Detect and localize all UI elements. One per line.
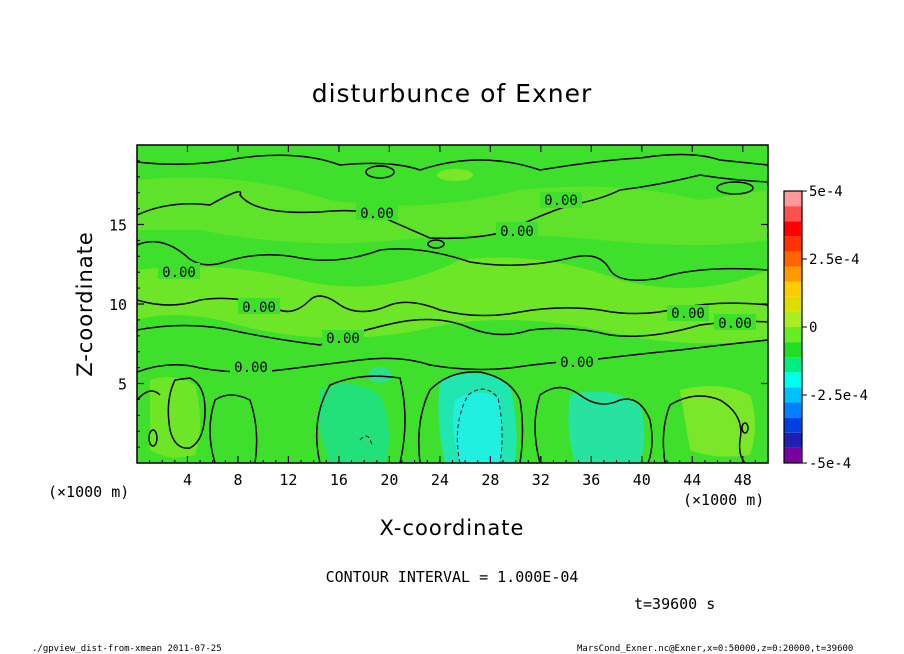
colorbar-label: -5e-4 <box>809 456 851 472</box>
colorbar-swatch <box>784 236 802 252</box>
contour-label: 0.00 <box>560 355 594 371</box>
x-tick-label: 8 <box>233 471 242 489</box>
colorbar-swatch <box>784 221 802 237</box>
x-tick-label: 44 <box>683 471 701 489</box>
y-tick-label: 5 <box>118 376 127 394</box>
colorbar-swatch <box>784 447 802 463</box>
contour-label: 0.00 <box>671 306 705 322</box>
chart-title: disturbunce of Exner <box>312 79 593 108</box>
contour-label: 0.00 <box>360 206 394 222</box>
colorbar-swatch <box>784 311 802 327</box>
x-tick-label: 20 <box>380 471 398 489</box>
contour-label: 0.00 <box>500 224 534 240</box>
x-tick-label: 28 <box>481 471 499 489</box>
colorbar-label: 5e-4 <box>809 184 843 200</box>
colorbar-swatch <box>784 357 802 373</box>
colorbar-label: 2.5e-4 <box>809 252 860 268</box>
colorbar-swatch <box>784 206 802 222</box>
x-axis-label: X-coordinate <box>380 516 525 540</box>
x-tick-label: 40 <box>633 471 651 489</box>
x-tick-label: 16 <box>330 471 348 489</box>
contour-interval-text: CONTOUR INTERVAL = 1.000E-04 <box>326 568 579 586</box>
x-tick-label: 32 <box>532 471 550 489</box>
contour-label: 0.00 <box>162 265 196 281</box>
y-tick-label: 15 <box>109 217 127 235</box>
colorbar-label: 0 <box>809 320 817 336</box>
colorbar-swatch <box>784 372 802 388</box>
contour-label: 0.00 <box>234 360 268 376</box>
y-tick-label: 10 <box>109 296 127 314</box>
colorbar-swatch <box>784 251 802 267</box>
colorbar-swatch <box>784 342 802 358</box>
x-unit-left: (×1000 m) <box>48 483 129 501</box>
x-unit-right: (×1000 m) <box>683 491 764 509</box>
footer-right: MarsCond_Exner.nc@Exner,x=0:50000,z=0:20… <box>577 644 853 654</box>
x-tick-label: 12 <box>279 471 297 489</box>
contour-labels: 0.00 0.00 0.00 0.00 0.00 0.00 0.00 0.00 … <box>158 192 756 376</box>
x-tick-label: 36 <box>582 471 600 489</box>
contour-label: 0.00 <box>544 193 578 209</box>
plot-area: 0.00 0.00 0.00 0.00 0.00 0.00 0.00 0.00 … <box>136 144 769 464</box>
y-axis-label: Z-coordinate <box>73 231 97 377</box>
contour-label: 0.00 <box>242 300 276 316</box>
colorbar-swatch <box>784 387 802 403</box>
colorbar-swatch <box>784 327 802 343</box>
colorbar-swatch <box>784 417 802 433</box>
colorbar: 5e-4 2.5e-4 0 -2.5e-4 -5e-4 <box>783 184 868 472</box>
x-tick-label: 24 <box>431 471 449 489</box>
colorbar-swatch <box>784 296 802 312</box>
footer-left: ./gpview_dist-from-xmean 2011-07-25 <box>32 644 222 654</box>
x-axis: 4 8 12 16 20 24 28 32 36 40 44 48 <box>149 145 756 489</box>
colorbar-swatch <box>784 191 802 207</box>
colorbar-swatch <box>784 402 802 418</box>
x-tick-label: 4 <box>183 471 192 489</box>
y-axis: 5 10 15 <box>109 160 768 448</box>
negative-contour-lines <box>359 388 503 464</box>
colorbar-swatch <box>784 432 802 448</box>
colorbar-swatch <box>784 266 802 282</box>
colorbar-label: -2.5e-4 <box>809 388 868 404</box>
colorbar-swatch <box>784 281 802 297</box>
contour-label: 0.00 <box>718 316 752 332</box>
time-text: t=39600 s <box>634 595 715 613</box>
contour-label: 0.00 <box>326 331 360 347</box>
x-tick-label: 48 <box>734 471 752 489</box>
